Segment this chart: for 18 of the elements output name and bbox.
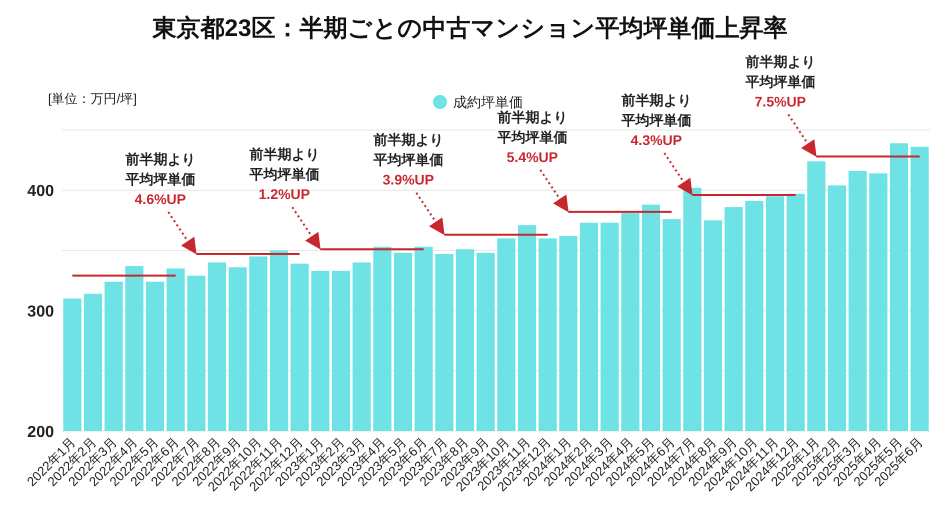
annotation: 前半期より平均坪単価5.4%UP xyxy=(496,108,568,165)
annotation: 前半期より平均坪単価1.2%UP xyxy=(249,146,321,250)
ytick: 400 xyxy=(27,183,54,200)
annotation: 前半期より平均坪単価7.5%UP xyxy=(744,53,816,110)
title: 東京都23区：半期ごとの中古マンション平均坪単価上昇率 xyxy=(152,15,788,42)
note: [単位：万円/坪] xyxy=(48,91,137,106)
annotation: 前半期より平均坪単価3.9%UP xyxy=(372,132,444,188)
annotation: 前半期より平均坪単価5.4%UP xyxy=(497,108,569,212)
ytick: 200 xyxy=(27,424,54,441)
annotation: 前半期より平均坪単価3.9%UP xyxy=(373,132,445,236)
annotation: 前半期より平均坪単価4.6%UP xyxy=(125,151,197,254)
annotation: 前半期より平均坪単価1.2%UP xyxy=(248,146,320,202)
annotation: 前半期より平均坪単価4.6%UP xyxy=(124,151,196,208)
annotation: 前半期より平均坪単価4.3%UP xyxy=(620,92,692,148)
ytick: 300 xyxy=(27,304,54,321)
legend: 成約坪単価 xyxy=(453,94,523,110)
annotation: 前半期より平均坪単価7.5%UP xyxy=(745,54,817,157)
annotation: 前半期より平均坪単価4.3%UP xyxy=(621,92,693,196)
